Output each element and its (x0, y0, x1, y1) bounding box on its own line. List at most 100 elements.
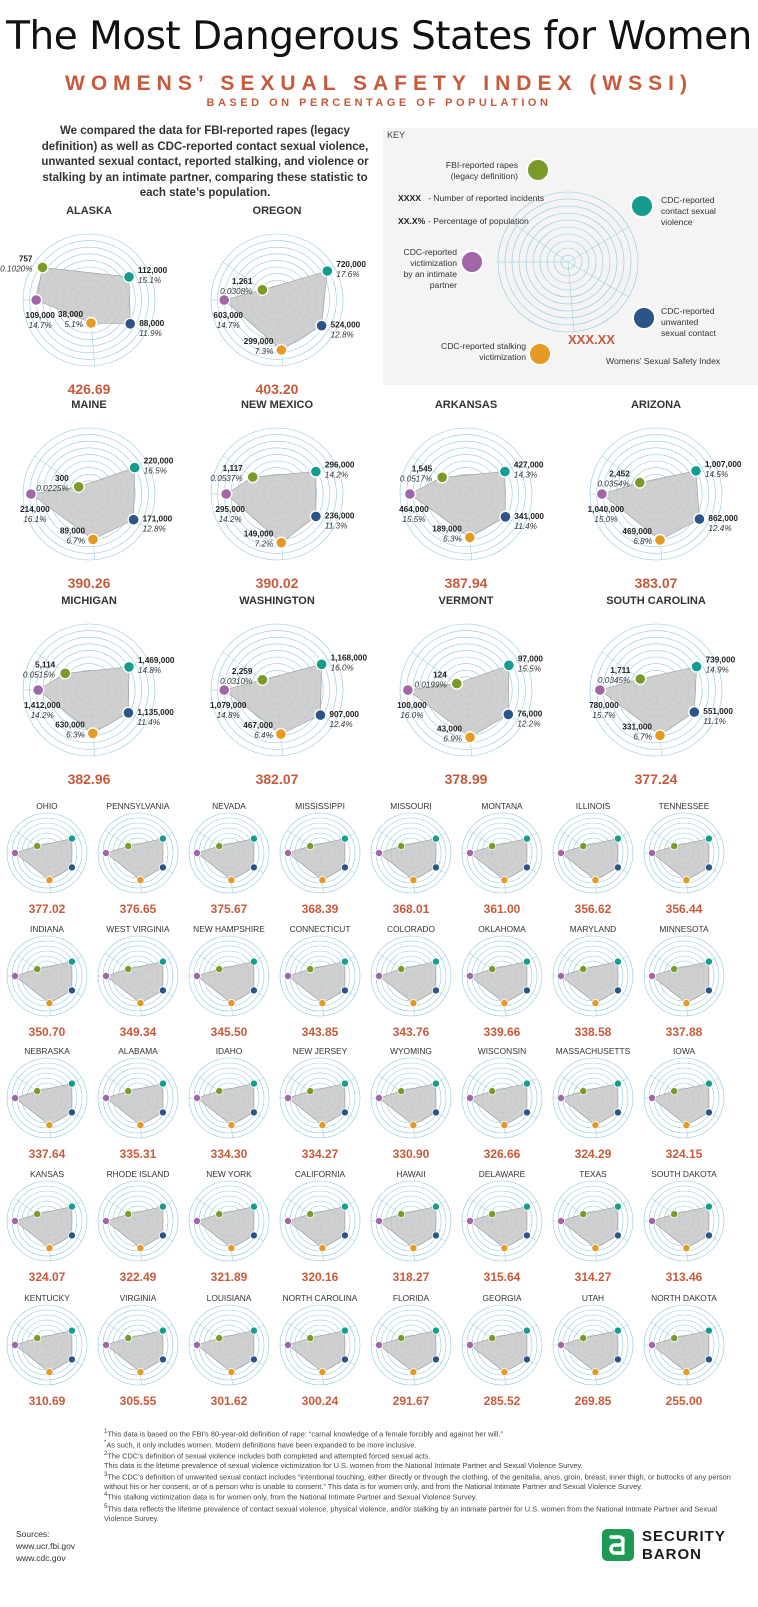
source-link-fbi[interactable]: www.ucr.fbi.gov (16, 1541, 76, 1551)
data-point-contact (502, 659, 516, 672)
state-title: MINNESOTA (659, 924, 709, 934)
data-point-partner (465, 849, 474, 858)
footnote-6: 4This stalking victimization data is for… (104, 1491, 734, 1502)
key-index-value: XXX.XX (568, 332, 615, 347)
data-point-contact (522, 957, 531, 966)
state-score: 338.58 (575, 1025, 612, 1039)
radar-area (407, 664, 510, 738)
label-unwanted-count: 524,000 (331, 321, 361, 330)
state-title: UTAH (582, 1293, 604, 1303)
data-point-fbi (670, 965, 679, 974)
footnote-5: 3The CDC’s definition of unwanted sexual… (104, 1471, 734, 1492)
data-point-partner (648, 849, 657, 858)
sources: Sources: www.ucr.fbi.gov www.cdc.gov (16, 1528, 75, 1564)
data-point-stalking (45, 876, 54, 885)
label-fbi-count: 1,261 (232, 277, 253, 286)
footnote-text: This data reflects the lifetime prevalen… (104, 1503, 717, 1523)
key-partner-label-4: partner (430, 280, 457, 290)
page-subtitle-secondary: BASED ON PERCENTAGE OF POPULATION (206, 97, 552, 109)
data-point-partner (648, 1341, 657, 1350)
data-point-fbi (450, 677, 463, 690)
label-unwanted-percent: 11.3% (325, 521, 348, 530)
label-partner-percent: 14.7% (217, 321, 240, 330)
data-point-fbi (256, 673, 269, 686)
data-point-fbi (488, 1087, 497, 1096)
data-point-fbi (58, 667, 72, 680)
data-point-fbi (306, 1210, 315, 1219)
label-contact-percent: 14.9% (706, 666, 729, 675)
label-contact-percent: 16.5% (144, 467, 167, 476)
state-title: OHIO (36, 801, 58, 811)
data-point-contact (67, 834, 76, 843)
data-point-stalking (409, 1244, 418, 1253)
state-title: MARYLAND (570, 924, 616, 934)
data-point-unwanted (704, 1108, 713, 1117)
state-title: KANSAS (30, 1169, 64, 1179)
data-point-contact (67, 1202, 76, 1211)
data-point-stalking (318, 1244, 327, 1253)
state-title: SOUTH DAKOTA (651, 1169, 717, 1179)
data-point-partner (102, 972, 111, 981)
data-point-stalking (500, 999, 509, 1008)
data-point-stalking (136, 1244, 145, 1253)
data-point-stalking (275, 343, 288, 357)
data-point-contact (498, 465, 512, 478)
data-point-contact (249, 1079, 258, 1088)
data-point-fbi (397, 1087, 406, 1096)
footnote-1: 1This data is based on the FBI’s 80-year… (104, 1428, 734, 1439)
data-point-unwanted (704, 986, 713, 995)
data-point-stalking (86, 727, 100, 740)
data-point-unwanted (340, 1355, 349, 1364)
data-point-contact (613, 1202, 622, 1211)
label-partner-count: 464,000 (399, 505, 429, 514)
footnote-text: This data is based on the FBI’s 80-year-… (107, 1429, 503, 1439)
label-stalking-percent: 5.1% (64, 320, 83, 329)
data-point-partner (283, 972, 292, 981)
data-point-partner (219, 487, 233, 501)
radar-area (599, 666, 697, 736)
state-score: 300.24 (302, 1394, 339, 1408)
key-contact-label: CDC-reported (661, 195, 715, 205)
data-point-stalking (500, 1121, 509, 1130)
data-point-contact (522, 1079, 531, 1088)
label-stalking-percent: 7.3% (255, 347, 274, 356)
label-stalking-percent: 6.8% (633, 537, 652, 546)
state-title: GEORGIA (482, 1293, 522, 1303)
data-point-partner (102, 849, 111, 858)
state-score: 269.85 (575, 1394, 612, 1408)
state-title: NEW MEXICO (241, 399, 314, 411)
data-point-partner (557, 1341, 566, 1350)
label-partner-percent: 16.1% (23, 515, 46, 524)
state-score: 315.64 (484, 1270, 521, 1284)
data-point-partner (10, 972, 19, 981)
data-point-contact (122, 270, 136, 284)
label-fbi-percent: 0.0310% (220, 677, 252, 686)
data-point-unwanted (67, 1355, 76, 1364)
data-point-unwanted (340, 863, 349, 872)
data-point-stalking (318, 999, 327, 1008)
state-score: 326.66 (484, 1147, 521, 1161)
label-contact-count: 1,469,000 (138, 656, 175, 665)
state-title: VIRGINIA (120, 1293, 157, 1303)
data-point-fbi (246, 470, 259, 484)
state-score: 337.64 (29, 1147, 66, 1161)
data-point-unwanted (249, 1108, 258, 1117)
intro-text: We compared the data for FBI-reported ra… (41, 125, 369, 199)
data-point-unwanted (499, 510, 512, 523)
state-score: 255.00 (666, 1394, 703, 1408)
data-point-partner (648, 1217, 657, 1226)
state-title: FLORIDA (393, 1293, 430, 1303)
data-point-contact (249, 957, 258, 966)
label-stalking-count: 630,000 (55, 720, 85, 729)
data-point-partner (374, 849, 383, 858)
state-title: WASHINGTON (239, 595, 315, 607)
source-link-cdc[interactable]: www.cdc.gov (16, 1553, 66, 1563)
label-stalking-percent: 6.9% (443, 734, 462, 743)
state-title: ARKANSAS (435, 399, 497, 411)
state-score: 375.67 (211, 902, 248, 916)
state-score: 390.26 (68, 575, 111, 591)
state-title: MICHIGAN (61, 595, 117, 607)
data-point-fbi (33, 1334, 42, 1343)
data-point-fbi (634, 672, 647, 686)
key-label: KEY (387, 130, 406, 140)
